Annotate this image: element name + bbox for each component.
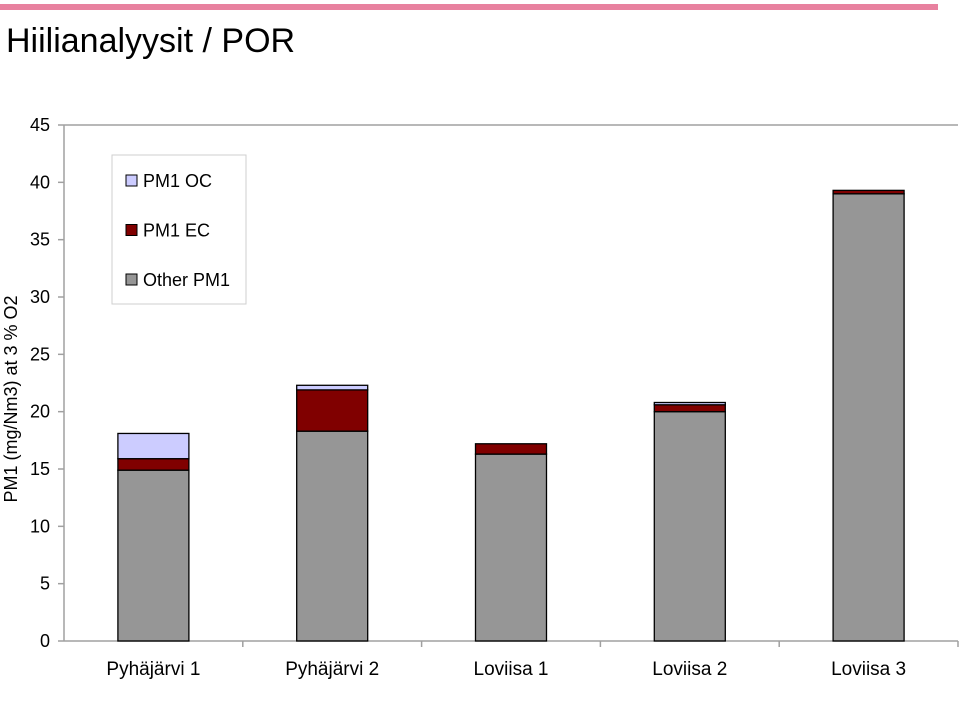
bar-pm1-ec bbox=[296, 389, 369, 432]
bar-pm1-oc bbox=[653, 401, 726, 406]
legend-swatch bbox=[125, 273, 138, 286]
y-tick-label: 20 bbox=[30, 402, 50, 422]
y-tick-label: 35 bbox=[30, 230, 50, 250]
y-tick-label: 5 bbox=[40, 574, 50, 594]
y-tick-label: 0 bbox=[40, 631, 50, 651]
y-tick-label: 15 bbox=[30, 459, 50, 479]
bar-pm1-ec bbox=[117, 458, 190, 471]
x-category-label: Pyhäjärvi 1 bbox=[106, 659, 200, 680]
bar-pm1-ec bbox=[474, 443, 548, 455]
y-tick-label: 30 bbox=[30, 287, 50, 307]
page-title: Hiilianalyysit / POR bbox=[6, 22, 296, 60]
bar-other-pm1 bbox=[653, 411, 726, 642]
y-axis-title: PM1 (mg/Nm3) at 3 % O2 bbox=[1, 295, 21, 502]
title-accent-rule bbox=[0, 4, 938, 10]
legend-swatch bbox=[125, 224, 138, 236]
bar-other-pm1 bbox=[474, 453, 548, 642]
y-tick-label: 45 bbox=[30, 115, 50, 135]
legend-swatch bbox=[125, 174, 138, 187]
y-tick-label: 25 bbox=[30, 344, 50, 364]
legend-entry-label: Other PM1 bbox=[143, 270, 230, 290]
bar-pm1-ec bbox=[832, 189, 905, 195]
bar-pm1-ec bbox=[653, 404, 726, 413]
x-category-label: Pyhäjärvi 2 bbox=[285, 659, 379, 680]
chart-legend: PM1 OC PM1 EC Other PM1 bbox=[111, 154, 247, 305]
chart-labels: 0 5 10 15 20 25 30 35 40 45 PM1 (mg/Nm3) at 3 % O2… bbox=[1, 115, 906, 680]
x-category-label: Loviisa 1 bbox=[474, 659, 549, 680]
bar-other-pm1 bbox=[296, 430, 369, 642]
legend-entry-label: PM1 EC bbox=[143, 221, 210, 241]
y-tick-label: 40 bbox=[30, 172, 50, 192]
legend-entry-label: PM1 OC bbox=[143, 171, 212, 191]
bar-pm1-oc bbox=[117, 432, 190, 460]
bar-pm1-oc bbox=[296, 384, 369, 391]
chart-bars bbox=[117, 189, 905, 642]
x-category-label: Loviisa 3 bbox=[831, 659, 906, 680]
y-tick-label: 10 bbox=[30, 516, 50, 536]
x-category-label: Loviisa 2 bbox=[652, 659, 727, 680]
bar-other-pm1 bbox=[117, 469, 190, 642]
bar-other-pm1 bbox=[832, 193, 905, 642]
